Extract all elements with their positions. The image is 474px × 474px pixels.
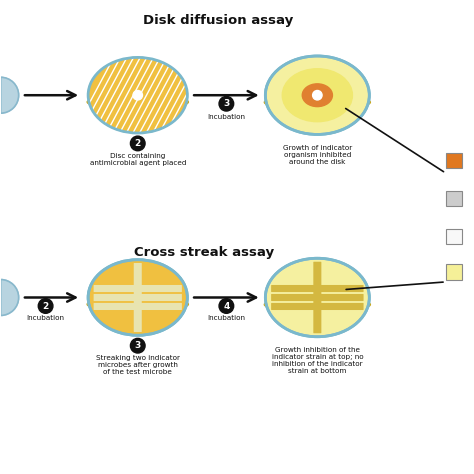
Bar [446, 264, 463, 280]
Ellipse shape [87, 95, 188, 109]
Ellipse shape [265, 56, 369, 135]
Bar [446, 154, 463, 168]
Text: Cross streak assay: Cross streak assay [134, 246, 274, 258]
Ellipse shape [302, 84, 332, 107]
Wedge shape [0, 280, 18, 316]
FancyBboxPatch shape [313, 262, 321, 333]
Text: 3: 3 [135, 341, 141, 350]
Text: Disc containing
antimicrobial agent placed: Disc containing antimicrobial agent plac… [90, 153, 186, 166]
FancyBboxPatch shape [271, 303, 364, 310]
Text: 2: 2 [135, 139, 141, 148]
Text: 2: 2 [43, 301, 49, 310]
Ellipse shape [265, 258, 369, 337]
Wedge shape [0, 77, 18, 113]
Text: 3: 3 [223, 99, 229, 108]
Text: Incubation: Incubation [27, 316, 64, 321]
Ellipse shape [264, 95, 370, 109]
Ellipse shape [87, 297, 188, 311]
Text: Growth of indicator
organism inhibited
around the disk: Growth of indicator organism inhibited a… [283, 145, 352, 165]
Circle shape [133, 91, 143, 100]
FancyBboxPatch shape [134, 263, 142, 332]
Text: Streaking two indicator
microbes after growth
of the test microbe: Streaking two indicator microbes after g… [96, 355, 180, 375]
FancyBboxPatch shape [93, 303, 182, 310]
FancyBboxPatch shape [271, 294, 364, 301]
Text: Incubation: Incubation [207, 316, 246, 321]
FancyBboxPatch shape [93, 285, 182, 292]
Text: Disk diffusion assay: Disk diffusion assay [143, 14, 293, 27]
Ellipse shape [282, 69, 353, 122]
FancyBboxPatch shape [93, 294, 182, 301]
Ellipse shape [88, 57, 187, 133]
Circle shape [313, 91, 322, 100]
Text: Growth inhibition of the
indicator strain at top; no
inhibition of the indicator: Growth inhibition of the indicator strai… [272, 347, 363, 374]
Circle shape [130, 338, 145, 353]
FancyBboxPatch shape [271, 285, 364, 292]
Ellipse shape [264, 297, 370, 312]
Circle shape [219, 96, 234, 111]
Text: 4: 4 [223, 301, 229, 310]
Bar [446, 191, 463, 206]
Bar [446, 229, 463, 244]
Circle shape [130, 136, 145, 151]
Text: Incubation: Incubation [207, 114, 246, 120]
Circle shape [38, 299, 53, 313]
Ellipse shape [88, 260, 187, 335]
Circle shape [219, 299, 234, 313]
